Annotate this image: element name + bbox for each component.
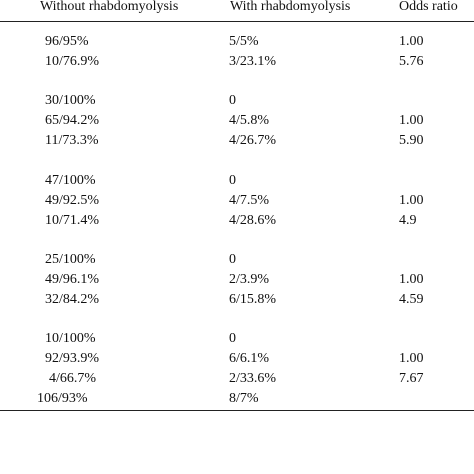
table-row: 92/93.9% 6/6.1% 1.00 <box>0 349 474 369</box>
cell-odds-ratio: 1.00 <box>399 272 424 287</box>
cell-without-rhabdomyolysis: 47/100% <box>45 173 96 188</box>
table-row: 96/95% 5/5% 1.00 <box>0 32 474 52</box>
cell-with-rhabdomyolysis: 3/23.1% <box>229 54 277 69</box>
cell-odds-ratio: 1.00 <box>399 34 424 49</box>
header-with-rhabdomyolysis: With rhabdomyolysis <box>230 0 351 14</box>
cell-without-rhabdomyolysis: 49/92.5% <box>45 193 100 208</box>
bottom-rule <box>0 410 474 411</box>
cell-odds-ratio: 5.76 <box>399 54 424 69</box>
cell-odds-ratio: 1.00 <box>399 113 424 128</box>
cell-without-rhabdomyolysis: 65/94.2% <box>45 113 100 128</box>
header-rule <box>0 21 474 22</box>
cell-with-rhabdomyolysis: 0 <box>229 173 236 188</box>
table-row: 65/94.2% 4/5.8% 1.00 <box>0 111 474 131</box>
cell-without-rhabdomyolysis: 10/71.4% <box>45 213 100 228</box>
table-row: 30/100% 0 <box>0 91 474 111</box>
cell-with-rhabdomyolysis: 0 <box>229 93 236 108</box>
cell-with-rhabdomyolysis: 2/33.6% <box>229 371 277 386</box>
table-row: 10/71.4% 4/28.6% 4.9 <box>0 211 474 231</box>
cell-without-rhabdomyolysis: 92/93.9% <box>45 351 100 366</box>
table-header-row: Without rhabdomyolysis With rhabdomyolys… <box>0 0 474 22</box>
cell-with-rhabdomyolysis: 4/26.7% <box>229 133 277 148</box>
cell-odds-ratio: 4.59 <box>399 292 424 307</box>
cell-with-rhabdomyolysis: 0 <box>229 331 236 346</box>
cell-with-rhabdomyolysis: 4/28.6% <box>229 213 277 228</box>
cell-without-rhabdomyolysis: 4/66.7% <box>49 371 97 386</box>
cell-odds-ratio: 5.90 <box>399 133 424 148</box>
cell-without-rhabdomyolysis: 10/100% <box>45 331 96 346</box>
table-row: 47/100% 0 <box>0 171 474 191</box>
table-row: 49/92.5% 4/7.5% 1.00 <box>0 191 474 211</box>
cell-without-rhabdomyolysis: 11/73.3% <box>45 133 99 148</box>
cell-without-rhabdomyolysis: 25/100% <box>45 252 96 267</box>
table-row: 49/96.1% 2/3.9% 1.00 <box>0 270 474 290</box>
table-row: 10/76.9% 3/23.1% 5.76 <box>0 52 474 72</box>
table-row: 25/100% 0 <box>0 250 474 270</box>
table-row: 10/100% 0 <box>0 329 474 349</box>
cell-odds-ratio: 1.00 <box>399 193 424 208</box>
cell-without-rhabdomyolysis: 106/93% <box>37 391 88 406</box>
cell-odds-ratio: 4.9 <box>399 213 417 228</box>
cell-with-rhabdomyolysis: 8/7% <box>229 391 259 406</box>
cell-with-rhabdomyolysis: 5/5% <box>229 34 259 49</box>
table-row: 4/66.7% 2/33.6% 7.67 <box>0 369 474 389</box>
cell-with-rhabdomyolysis: 0 <box>229 252 236 267</box>
cell-with-rhabdomyolysis: 2/3.9% <box>229 272 270 287</box>
cell-with-rhabdomyolysis: 4/5.8% <box>229 113 270 128</box>
header-odds-ratio: Odds ratio <box>399 0 458 14</box>
cell-without-rhabdomyolysis: 30/100% <box>45 93 96 108</box>
cell-odds-ratio: 7.67 <box>399 371 424 386</box>
cell-without-rhabdomyolysis: 49/96.1% <box>45 272 100 287</box>
table-row: 106/93% 8/7% <box>0 389 474 409</box>
header-without-rhabdomyolysis: Without rhabdomyolysis <box>40 0 179 14</box>
table-row: 11/73.3% 4/26.7% 5.90 <box>0 131 474 151</box>
cell-with-rhabdomyolysis: 4/7.5% <box>229 193 270 208</box>
table-row: 32/84.2% 6/15.8% 4.59 <box>0 290 474 310</box>
cell-with-rhabdomyolysis: 6/15.8% <box>229 292 277 307</box>
cell-with-rhabdomyolysis: 6/6.1% <box>229 351 270 366</box>
cell-without-rhabdomyolysis: 96/95% <box>45 34 89 49</box>
cell-odds-ratio: 1.00 <box>399 351 424 366</box>
cell-without-rhabdomyolysis: 10/76.9% <box>45 54 100 69</box>
cell-without-rhabdomyolysis: 32/84.2% <box>45 292 100 307</box>
